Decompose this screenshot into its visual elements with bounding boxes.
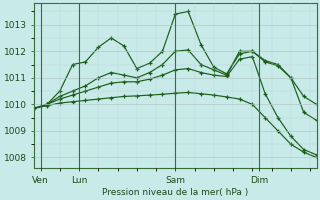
X-axis label: Pression niveau de la mer( hPa ): Pression niveau de la mer( hPa ) [102,188,248,197]
